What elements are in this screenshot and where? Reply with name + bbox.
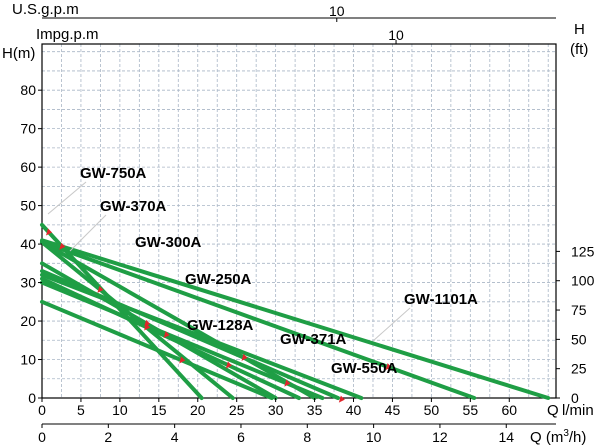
right-axis-label: H — [574, 21, 585, 38]
left-axis-tick-label: 70 — [20, 121, 36, 137]
marker-unlabeled — [225, 361, 232, 369]
bottom-axis-unit: l/min — [562, 402, 594, 419]
right-axis-tick-label: 100 — [571, 273, 595, 289]
bottom-axis-tick-label: 30 — [268, 402, 284, 418]
m3h-axis-unit-sup: 3 — [563, 428, 569, 439]
marker-gw-371a — [338, 395, 345, 403]
left-axis-tick-label: 40 — [20, 236, 36, 252]
m3h-axis-tick-label: 6 — [237, 429, 245, 445]
left-axis-tick-label: 30 — [20, 275, 36, 291]
m3h-axis-tick-label: 2 — [104, 429, 112, 445]
curve-gw-128a — [40, 299, 274, 400]
marker-gw-750a — [46, 228, 53, 236]
curve-label-gw-371a: GW-371A — [280, 331, 347, 348]
leader-gw-370a — [69, 214, 107, 252]
curve-label-gw-128a: GW-128A — [187, 317, 254, 334]
marker-unlabeled — [144, 323, 151, 331]
bottom-axis-tick-label: 25 — [229, 402, 245, 418]
left-axis-tick-label: 0 — [28, 390, 36, 406]
m3h-axis-tick-label: 0 — [38, 429, 46, 445]
left-axis-tick-label: 10 — [20, 352, 36, 368]
marker-gw-370a — [59, 242, 66, 250]
bottom-axis-tick-label: 10 — [112, 402, 128, 418]
left-axis-label: H(m) — [2, 45, 35, 62]
marker-gw-370a — [97, 285, 104, 293]
bottom-axis-tick-label: 15 — [151, 402, 167, 418]
bottom-axis-tick-label: 40 — [346, 402, 362, 418]
curve-label-gw-370a: GW-370A — [100, 198, 167, 215]
bottom-axis-tick-label: 5 — [77, 402, 85, 418]
curve-gw-550a — [40, 272, 364, 400]
marker-group — [46, 228, 392, 403]
m3h-axis-tick-label: 10 — [366, 429, 382, 445]
bottom-axis-tick-label: 50 — [424, 402, 440, 418]
right-axis-tick-label: 0 — [571, 390, 579, 406]
right-axis-tick-label: 50 — [571, 331, 587, 347]
curve-unlabeled-9 — [40, 280, 325, 400]
m3h-axis-tick-label: 14 — [498, 429, 514, 445]
m3h-axis-tick-label: 12 — [432, 429, 448, 445]
curve-gw-300a — [40, 240, 317, 400]
bottom-axis-tick-label: 60 — [501, 402, 517, 418]
plot-frame — [41, 17, 557, 425]
curve-label-gw-1101a: GW-1101A — [404, 291, 478, 308]
right-axis-tick-label: 25 — [571, 361, 587, 377]
m3h-axis-unit-end: /h) — [569, 429, 587, 446]
label-leader-lines — [47, 181, 411, 342]
bottom-axis-tick-label: 35 — [307, 402, 323, 418]
impgpm-tick-label: 10 — [388, 27, 404, 43]
left-axis-tick-label: 50 — [20, 198, 36, 214]
m3h-axis-unit: Q (m3/h) — [530, 428, 586, 446]
marker-unlabeled — [284, 379, 291, 387]
curve-label-gw-250a: GW-250A — [185, 271, 252, 288]
left-axis-tick-label: 80 — [20, 82, 36, 98]
marker-gw-128a — [179, 356, 186, 364]
top-axis-usgpm-label: U.S.g.p.m — [12, 1, 79, 18]
curve-label-group: GW-750A GW-370A GW-300A GW-250A GW-128A GW-37… — [80, 165, 478, 377]
left-axis-tick-label: 60 — [20, 159, 36, 175]
curve-unlabeled-10 — [40, 238, 551, 400]
marker-gw-1101a — [385, 363, 392, 371]
bottom-axis-tick-label: 20 — [190, 402, 206, 418]
right-axis-tick-label: 125 — [571, 243, 595, 259]
bottom-axis-tick-label: 55 — [463, 402, 479, 418]
m3h-axis-tick-label: 8 — [303, 429, 311, 445]
curve-label-gw-550a: GW-550A — [331, 360, 398, 377]
curve-label-gw-300a: GW-300A — [135, 234, 202, 251]
bottom-axis-tick-label: 45 — [385, 402, 401, 418]
right-axis-tick-label: 75 — [571, 302, 587, 318]
usgpm-tick-label: 10 — [329, 3, 345, 19]
leader-gw-1101a — [372, 307, 411, 342]
m3h-axis-tick-label: 4 — [171, 429, 179, 445]
bottom-axis-tick-label: 0 — [38, 402, 46, 418]
curve-label-gw-750a: GW-750A — [80, 165, 147, 182]
curve-group — [40, 222, 551, 400]
bottom-axis-prefix: Q — [547, 402, 559, 419]
curve-gw-1101a — [40, 240, 477, 400]
marker-gw-250a — [144, 319, 151, 327]
right-axis-unit: (ft) — [570, 41, 588, 58]
marker-gw-300a — [241, 353, 248, 361]
marker-gw-250a — [163, 331, 170, 339]
leader-gw-750a — [47, 181, 87, 215]
top-axis-impgpm-label: Impg.p.m — [36, 26, 99, 43]
left-axis-tick-label: 20 — [20, 313, 36, 329]
